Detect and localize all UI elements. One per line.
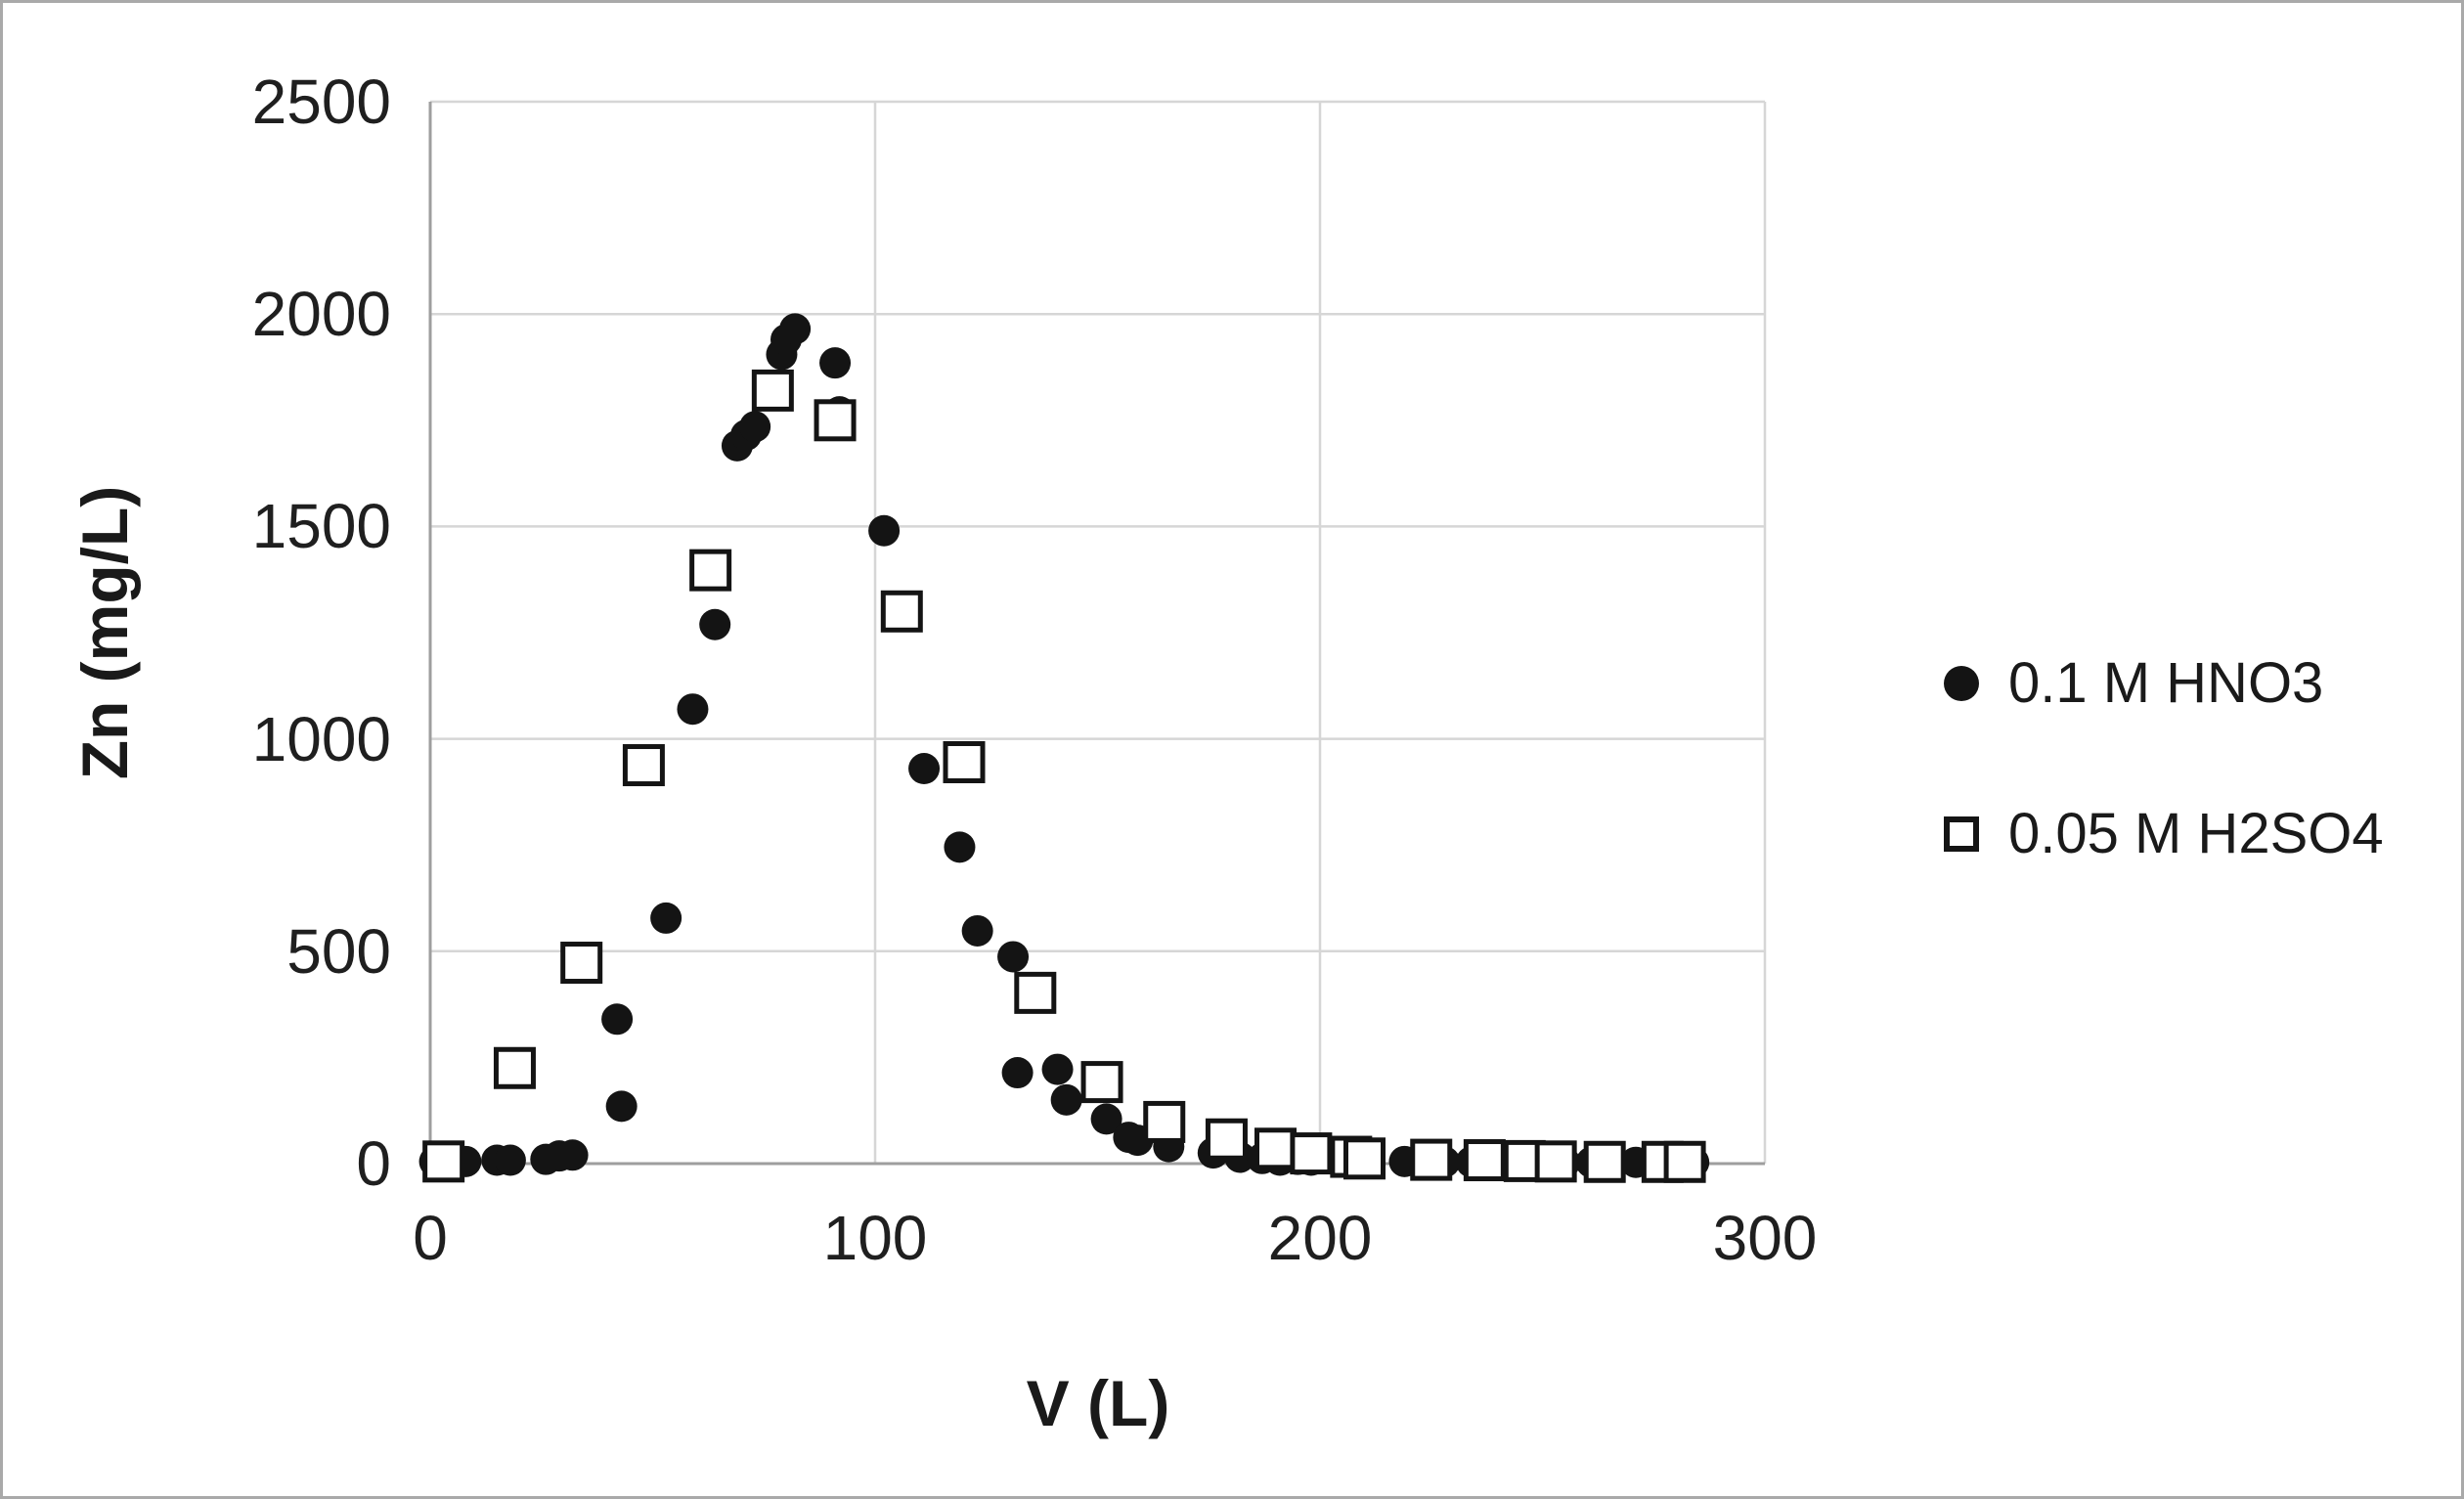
y-tick-label: 2500 (251, 66, 391, 137)
open-square-marker-icon (1944, 816, 1979, 852)
x-axis-title: V (L) (1026, 1367, 1170, 1439)
data-point-filled-circle (1090, 1103, 1122, 1135)
data-point-filled-circle (601, 1003, 634, 1036)
data-point-filled-circle (494, 1144, 526, 1176)
data-point-filled-circle (961, 914, 993, 947)
x-tick-label: 300 (1712, 1203, 1818, 1273)
data-point-filled-circle (779, 313, 812, 345)
data-point-open-square (1583, 1140, 1626, 1183)
data-point-open-square (622, 744, 665, 787)
data-point-open-square (751, 369, 794, 412)
legend: 0.1 M HNO3 0.05 M H2SO4 (1944, 637, 2384, 938)
data-point-filled-circle (1041, 1053, 1074, 1085)
data-point-filled-circle (997, 941, 1030, 973)
y-tick-label: 1500 (251, 491, 391, 562)
data-point-open-square (1463, 1139, 1506, 1182)
plot-area (418, 100, 1767, 1183)
data-point-filled-circle (819, 347, 852, 379)
y-axis-title: Zn (mg/L) (68, 485, 141, 780)
legend-label-h2so4: 0.05 M H2SO4 (2008, 802, 2384, 865)
data-point-open-square (560, 942, 603, 985)
legend-label-hno3: 0.1 M HNO3 (2008, 651, 2324, 715)
data-point-filled-circle (739, 411, 771, 443)
data-point-open-square (1663, 1140, 1706, 1183)
filled-circle-marker-icon (1944, 666, 1979, 701)
data-point-open-square (1290, 1132, 1333, 1175)
x-tick-label: 100 (822, 1203, 928, 1273)
data-point-open-square (422, 1140, 465, 1183)
data-point-open-square (1143, 1100, 1186, 1143)
data-point-filled-circle (1050, 1083, 1082, 1116)
x-tick-label: 200 (1267, 1203, 1373, 1273)
y-tick-label: 0 (356, 1128, 391, 1199)
data-point-open-square (880, 590, 923, 633)
legend-item-hno3: 0.1 M HNO3 (1944, 637, 2384, 730)
data-point-filled-circle (699, 608, 731, 640)
data-point-open-square (1080, 1061, 1123, 1104)
data-point-filled-circle (677, 693, 709, 726)
data-point-open-square (1410, 1138, 1453, 1181)
data-point-open-square (1343, 1137, 1386, 1180)
data-point-open-square (814, 399, 857, 442)
data-point-filled-circle (556, 1139, 589, 1171)
data-point-open-square (1014, 971, 1057, 1014)
data-point-filled-circle (944, 831, 976, 863)
y-tick-label: 500 (286, 915, 391, 987)
data-point-open-square (493, 1046, 536, 1089)
data-point-open-square (689, 549, 732, 592)
data-point-filled-circle (605, 1090, 638, 1123)
data-point-filled-circle (908, 753, 941, 785)
data-point-filled-circle (650, 902, 682, 934)
legend-item-h2so4: 0.05 M H2SO4 (1944, 787, 2384, 881)
data-point-open-square (1254, 1127, 1297, 1170)
data-point-filled-circle (868, 514, 901, 547)
y-tick-label: 1000 (251, 703, 391, 774)
y-tick-label: 2000 (251, 279, 391, 350)
data-point-open-square (1205, 1118, 1248, 1161)
data-point-open-square (943, 740, 986, 783)
x-tick-label: 0 (413, 1203, 448, 1273)
data-point-open-square (1534, 1140, 1577, 1183)
data-point-filled-circle (1001, 1057, 1034, 1089)
